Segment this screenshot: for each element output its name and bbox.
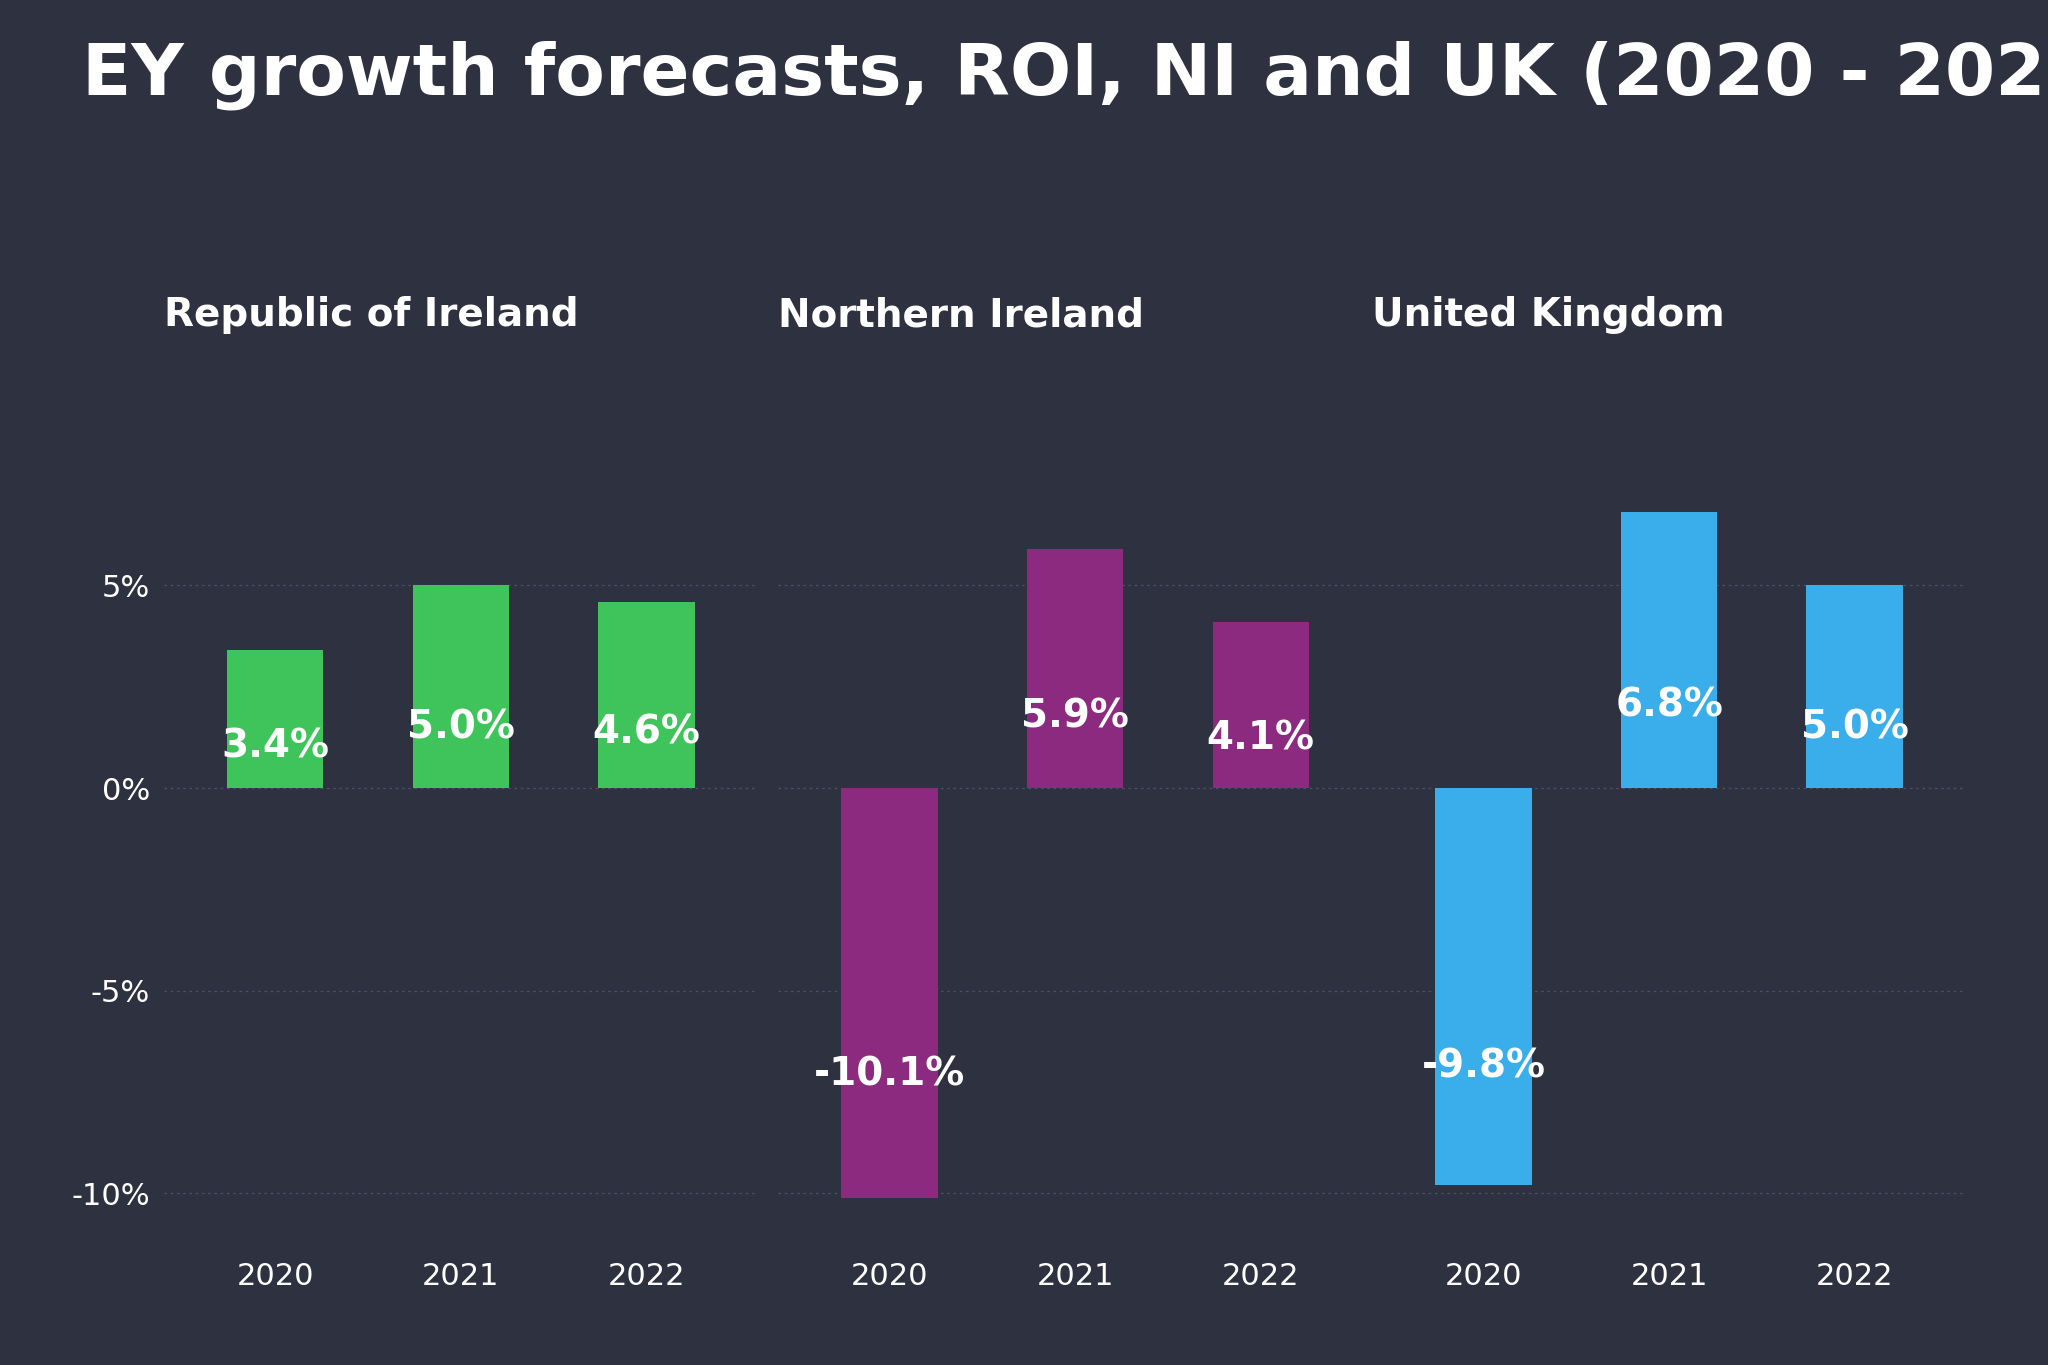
Text: Republic of Ireland: Republic of Ireland [164, 296, 578, 334]
Text: 6.8%: 6.8% [1616, 687, 1722, 725]
Bar [842, 788, 938, 1197]
Bar [1620, 512, 1718, 788]
Text: Northern Ireland: Northern Ireland [778, 296, 1145, 334]
Text: 5.0%: 5.0% [1800, 708, 1909, 747]
Text: 4.1%: 4.1% [1206, 719, 1315, 758]
Text: 5.0%: 5.0% [408, 708, 514, 747]
Bar [1436, 788, 1532, 1185]
Bar [412, 586, 510, 788]
Bar [1026, 549, 1124, 788]
Text: 5.9%: 5.9% [1022, 698, 1128, 736]
Text: -9.8%: -9.8% [1421, 1047, 1546, 1085]
Bar [598, 602, 694, 788]
Text: -10.1%: -10.1% [813, 1055, 965, 1093]
Bar [1806, 586, 1903, 788]
Bar [1212, 622, 1309, 788]
Bar [227, 650, 324, 788]
Text: 4.6%: 4.6% [592, 713, 700, 751]
Text: EY growth forecasts, ROI, NI and UK (2020 - 2022): EY growth forecasts, ROI, NI and UK (202… [82, 41, 2048, 111]
Text: United Kingdom: United Kingdom [1372, 296, 1724, 334]
Text: 3.4%: 3.4% [221, 728, 330, 766]
